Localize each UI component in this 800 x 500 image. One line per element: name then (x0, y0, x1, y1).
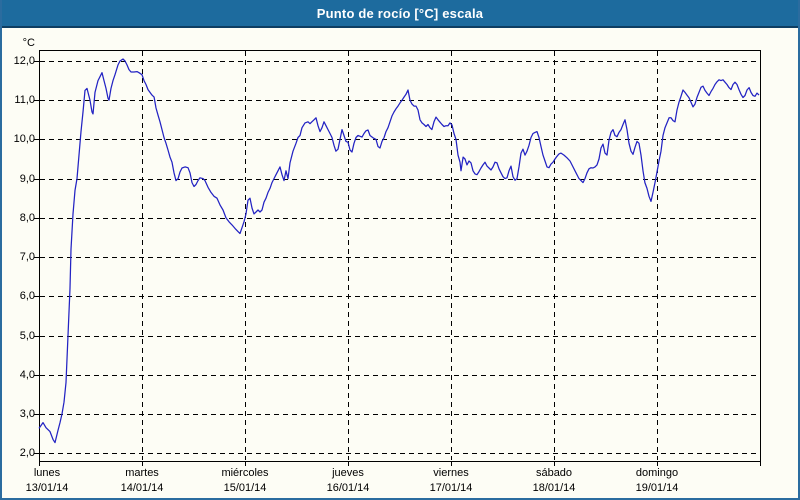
x-day-name-label: lunes (33, 467, 61, 479)
title-bar: Punto de rocío [°C] escala (0, 0, 800, 28)
x-day-name-label: martes (125, 467, 159, 479)
x-day-date-label: 19/01/14 (635, 482, 679, 494)
x-day-date-label: 13/01/14 (25, 482, 69, 494)
y-tick-label: 9,0 (19, 172, 35, 185)
y-tick-label: 7,0 (19, 251, 35, 264)
y-tick-label: 5,0 (19, 329, 35, 342)
x-day-name-label: viernes (433, 467, 469, 479)
x-day-date-label: 17/01/14 (429, 482, 473, 494)
y-tick-label: 12,0 (13, 54, 35, 67)
x-day-date-label: 15/01/14 (223, 482, 267, 494)
x-day-name-label: domingo (635, 467, 679, 479)
y-tick-label: 11,0 (14, 94, 35, 107)
dew-point-line (38, 58, 760, 444)
x-day-date-label: 18/01/14 (532, 482, 576, 494)
x-day-date-label: 16/01/14 (326, 482, 370, 494)
x-day-date-label: 14/01/14 (120, 482, 164, 494)
x-day-name-label: miércoles (221, 467, 269, 479)
y-axis-unit-label: °C (22, 37, 35, 49)
y-tick-label: 2,0 (19, 447, 35, 460)
y-tick-label: 4,0 (19, 368, 35, 381)
plot-border (39, 50, 761, 462)
y-tick-label: 3,0 (19, 407, 35, 420)
y-tick-label: 10,0 (13, 133, 35, 146)
x-day-name-label: jueves (332, 467, 364, 479)
y-tick-label: 6,0 (19, 290, 35, 303)
x-day-name-label: sábado (535, 467, 573, 479)
window-title: Punto de rocío [°C] escala (316, 5, 484, 21)
y-tick-label: 8,0 (19, 211, 35, 224)
